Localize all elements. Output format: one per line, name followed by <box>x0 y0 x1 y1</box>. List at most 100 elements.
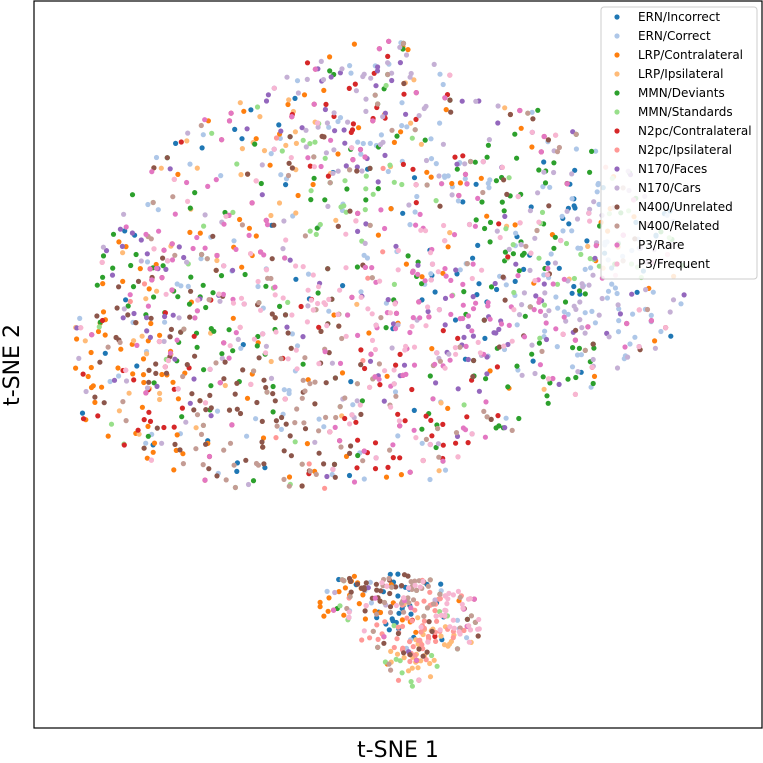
scatter-point <box>201 367 207 373</box>
scatter-point <box>495 120 501 126</box>
scatter-point <box>276 200 283 206</box>
scatter-point <box>545 272 551 278</box>
scatter-point <box>392 326 399 332</box>
scatter-point <box>134 342 140 348</box>
scatter-point <box>368 75 374 81</box>
scatter-point <box>452 154 458 160</box>
scatter-point <box>326 308 332 314</box>
scatter-point <box>230 315 236 321</box>
scatter-point <box>545 265 551 271</box>
scatter-point <box>421 613 427 619</box>
scatter-point <box>416 113 422 119</box>
scatter-point <box>542 312 549 319</box>
scatter-point <box>151 246 157 252</box>
scatter-point <box>498 321 505 327</box>
scatter-point <box>213 360 219 366</box>
scatter-point <box>127 292 133 298</box>
scatter-point <box>150 449 156 455</box>
scatter-point <box>165 258 171 264</box>
scatter-point <box>648 318 655 324</box>
scatter-point <box>576 345 583 351</box>
scatter-point <box>512 278 518 284</box>
scatter-point <box>307 468 313 474</box>
scatter-point <box>464 635 470 641</box>
scatter-point <box>333 217 339 223</box>
scatter-point <box>308 197 314 203</box>
scatter-point <box>405 668 412 674</box>
scatter-point <box>191 333 197 339</box>
scatter-point <box>596 201 602 207</box>
scatter-point <box>573 374 579 381</box>
scatter-point <box>423 413 429 419</box>
scatter-point <box>154 425 160 431</box>
scatter-point <box>323 101 329 107</box>
scatter-point <box>449 192 455 198</box>
scatter-point <box>361 448 367 454</box>
scatter-point <box>347 421 353 427</box>
scatter-point <box>199 145 205 151</box>
scatter-point <box>146 379 152 385</box>
scatter-point <box>337 287 343 293</box>
scatter-point <box>455 588 461 595</box>
scatter-point <box>542 180 549 186</box>
scatter-point <box>569 364 576 370</box>
legend-marker <box>614 14 620 20</box>
scatter-point <box>531 307 537 313</box>
scatter-point <box>92 394 98 400</box>
scatter-point <box>175 396 181 402</box>
scatter-point <box>367 358 374 364</box>
scatter-point <box>179 405 185 411</box>
scatter-point <box>311 154 317 160</box>
scatter-point <box>460 199 466 205</box>
scatter-point <box>329 360 335 366</box>
scatter-point <box>440 81 446 88</box>
scatter-point <box>367 384 373 390</box>
scatter-point <box>523 243 529 249</box>
scatter-point <box>288 345 294 351</box>
scatter-point <box>285 299 291 305</box>
scatter-point <box>399 100 405 106</box>
scatter-point <box>314 225 320 231</box>
scatter-point <box>221 376 227 382</box>
scatter-point <box>244 395 251 401</box>
scatter-point <box>305 271 312 277</box>
scatter-point <box>582 291 588 297</box>
scatter-point <box>487 177 493 183</box>
scatter-point <box>203 304 209 311</box>
scatter-point <box>432 608 438 614</box>
scatter-point <box>407 639 413 645</box>
scatter-point <box>475 339 481 345</box>
scatter-point <box>180 373 186 380</box>
scatter-point <box>667 309 673 315</box>
scatter-point <box>363 580 369 586</box>
scatter-point <box>101 400 107 406</box>
scatter-point <box>361 476 367 482</box>
scatter-point <box>234 380 240 386</box>
scatter-point <box>395 593 401 599</box>
scatter-point <box>385 71 391 78</box>
scatter-point <box>355 332 361 338</box>
scatter-point <box>429 261 436 267</box>
scatter-point <box>375 64 381 70</box>
scatter-point <box>243 457 249 463</box>
scatter-point <box>417 315 423 321</box>
scatter-point <box>170 312 176 318</box>
scatter-point <box>554 344 560 350</box>
scatter-point <box>317 599 323 606</box>
scatter-point <box>574 216 581 222</box>
scatter-point <box>263 98 270 104</box>
scatter-point <box>221 340 227 346</box>
scatter-point <box>467 627 473 633</box>
scatter-point <box>502 297 508 303</box>
scatter-point <box>312 439 318 445</box>
scatter-point <box>82 338 88 344</box>
scatter-point <box>232 484 238 491</box>
scatter-point <box>454 161 460 167</box>
scatter-point <box>123 224 129 230</box>
scatter-point <box>295 192 301 199</box>
scatter-point <box>553 326 559 332</box>
scatter-point <box>230 348 236 354</box>
scatter-point <box>346 85 352 91</box>
scatter-point <box>123 418 129 424</box>
scatter-point <box>187 205 193 211</box>
